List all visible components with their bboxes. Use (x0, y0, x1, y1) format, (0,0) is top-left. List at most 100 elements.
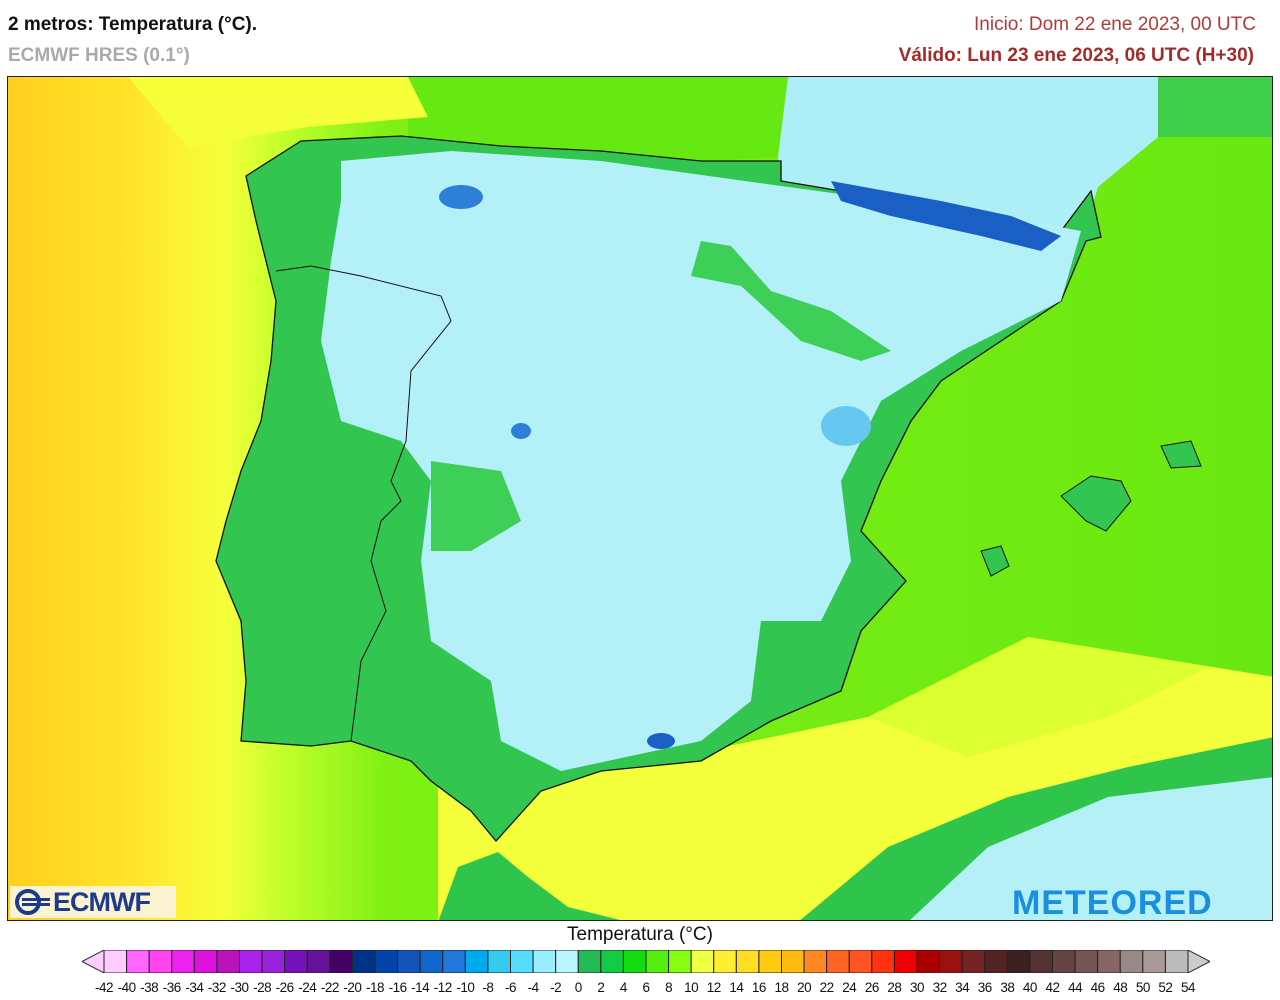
ecmwf-logo-icon (15, 889, 50, 915)
colorbar-tick-label: 32 (932, 980, 948, 995)
mallorca (1060, 475, 1132, 532)
sea-yellow-north (128, 77, 428, 147)
colorbar-swatch (690, 950, 715, 973)
colorbar-tick-label: -16 (388, 980, 408, 995)
colorbar-swatch (939, 950, 963, 973)
colorbar-tick-label: 4 (619, 980, 628, 995)
colorbar-swatch (1052, 950, 1076, 973)
colorbar-tick-label: 46 (1090, 980, 1106, 995)
colorbar-tick-label: 10 (684, 980, 699, 995)
colorbar-swatch (961, 950, 986, 973)
colorbar-swatch (622, 950, 647, 973)
colorbar-tick-label: -22 (320, 980, 340, 995)
colorbar-swatch (329, 950, 353, 973)
colorbar-swatch (464, 950, 489, 973)
colorbar-tick-label: -10 (456, 980, 475, 995)
colorbar-tick-label: -38 (140, 980, 159, 995)
colorbar-tick-label: -26 (275, 980, 295, 995)
colorbar-tick-label: 48 (1113, 980, 1128, 995)
colorbar-swatch (374, 950, 399, 973)
colorbar-swatch (103, 950, 128, 973)
colorbar-swatch (803, 950, 828, 973)
colorbar-under-arrow (82, 950, 105, 973)
colorbar-swatch (645, 950, 670, 973)
colorbar-tick-label: -40 (117, 980, 137, 995)
colorbar-tick-label: 38 (1000, 980, 1015, 995)
colorbar-tick-label: -30 (230, 980, 249, 995)
colorbar-tick-label: 28 (887, 980, 902, 995)
sea-transition (868, 637, 1208, 757)
colorbar-over-arrow (1187, 950, 1210, 973)
colorbar-swatch (600, 950, 624, 973)
colorbar-swatch (351, 950, 376, 973)
colorbar-swatch (216, 950, 241, 973)
colorbar-tick-label: -32 (207, 980, 227, 995)
colorbar-swatch (1142, 950, 1166, 973)
ebro-valley (691, 241, 891, 361)
map-canvas (8, 77, 1272, 920)
map-title: 2 metros: Temperatura (°C). (8, 14, 258, 35)
colorbar-tick-label: 36 (977, 980, 993, 995)
portugal-border (275, 265, 452, 742)
africa-cold (910, 777, 1272, 920)
colorbar-swatch (1119, 950, 1144, 973)
colorbar-swatch (1097, 950, 1121, 973)
colorbar-tick-label: -6 (504, 980, 517, 995)
colorbar-swatch (893, 950, 918, 973)
colorbar-swatch (239, 950, 263, 973)
colorbar-tick-label: 14 (729, 980, 744, 995)
colorbar-swatch (984, 950, 1008, 973)
colorbar-tick-label: 42 (1045, 980, 1060, 995)
iberico-cold-core (821, 406, 871, 446)
gredos-cold-core (511, 423, 531, 439)
colorbar-swatch (735, 950, 760, 973)
cantabrian-cold-core (439, 185, 483, 209)
colorbar-tick-label: -34 (185, 980, 204, 995)
colorbar-tick-label: 6 (642, 980, 650, 995)
ecmwf-logo: ECMWF (10, 886, 176, 918)
france-coast-green (1158, 77, 1272, 137)
valid-time: Válido: Lun 23 ene 2023, 06 UTC (H+30) (898, 45, 1254, 66)
colorbar-tick-label: 26 (864, 980, 880, 995)
colorbar-swatch (713, 950, 737, 973)
colorbar-tick-label: 8 (665, 980, 673, 995)
colorbar-swatch (555, 950, 579, 973)
colorbar-tick-label: -42 (94, 980, 114, 995)
colorbar-swatch (668, 950, 692, 973)
colorbar-swatch (532, 950, 557, 973)
colorbar-tick-label: 40 (1022, 980, 1038, 995)
init-time: Inicio: Dom 22 ene 2023, 00 UTC (974, 14, 1256, 35)
colorbar-tick-label: -12 (433, 980, 453, 995)
colorbar-swatch (1074, 950, 1099, 973)
colorbar-swatch (126, 950, 150, 973)
bay-of-biscay (408, 77, 788, 161)
colorbar-tick-label: -20 (343, 980, 362, 995)
colorbar-swatch (261, 950, 286, 973)
meteored-logo: METEORED (1012, 884, 1213, 922)
colorbar-swatch (306, 950, 331, 973)
pyrenees-cold-core (831, 181, 1061, 251)
colorbar-tick-label: -24 (298, 980, 317, 995)
colorbar-swatch (826, 950, 850, 973)
colorbar-tick-label: 52 (1158, 980, 1173, 995)
colorbar-swatch (1029, 950, 1054, 973)
africa-ceuta (438, 852, 620, 920)
temperature-colorbar (82, 950, 1210, 973)
colorbar-swatch (758, 950, 783, 973)
colorbar-tick-label: -14 (411, 980, 430, 995)
colorbar-tick-label: -36 (162, 980, 182, 995)
colorbar-tick-label: 44 (1068, 980, 1083, 995)
temperature-map[interactable] (7, 76, 1273, 921)
colorbar-tick-label: 24 (842, 980, 857, 995)
colorbar-tick-label: -4 (527, 980, 540, 995)
colorbar-tick-label: -18 (365, 980, 385, 995)
colorbar-swatch (193, 950, 218, 973)
colorbar-tick-label: 12 (706, 980, 722, 995)
colorbar-tick-label: -28 (253, 980, 272, 995)
colorbar-swatch (781, 950, 805, 973)
colorbar-swatch (442, 950, 466, 973)
colorbar-swatch (510, 950, 534, 973)
sierra-nevada-cold-core (647, 733, 675, 749)
colorbar-tick-label: 22 (819, 980, 835, 995)
colorbar-swatch (487, 950, 511, 973)
